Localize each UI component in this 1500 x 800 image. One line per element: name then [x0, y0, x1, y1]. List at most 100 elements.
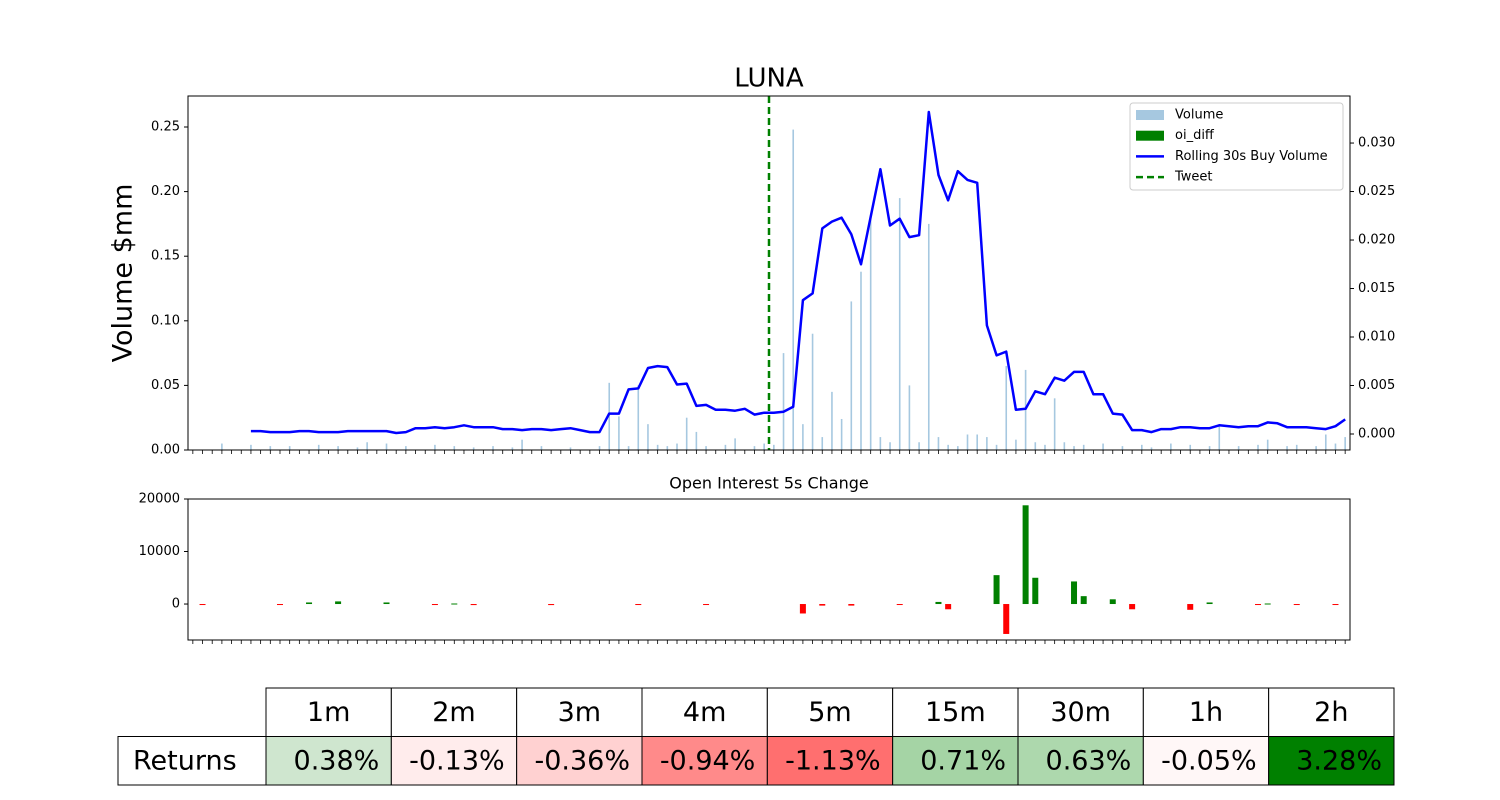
volume-bar [637, 385, 640, 450]
volume-bar [598, 446, 601, 450]
volume-bar [288, 446, 291, 450]
oi-bar [383, 602, 390, 605]
legend-label: Volume [1175, 108, 1223, 123]
volume-bar [869, 217, 872, 450]
volume-bar [1150, 447, 1153, 450]
volume-bar [521, 439, 523, 450]
volume-bar [511, 447, 514, 450]
y-axis-label: Volume $mm [108, 184, 139, 363]
volume-bar [898, 198, 901, 450]
volume-bar [1189, 444, 1192, 450]
volume-bar [1044, 444, 1046, 450]
oi-bar [896, 604, 903, 606]
volume-bar [356, 447, 359, 450]
volume-bar [1073, 446, 1075, 450]
volume-bar [405, 446, 407, 450]
return-cell [1142, 736, 1270, 786]
rolling-line [250, 110, 1346, 435]
oi-bar [703, 604, 710, 606]
volume-bar [802, 424, 804, 450]
oi-bar [335, 601, 342, 605]
y-tick-label: 10000 [139, 544, 180, 559]
volume-bar [1063, 442, 1066, 450]
table-header: 5m [808, 697, 851, 728]
table-header: 1h [1189, 697, 1223, 728]
volume-bar [937, 437, 940, 450]
oi-bar [1293, 604, 1300, 606]
volume-bar [1082, 444, 1085, 450]
y2-tick-label: 0.000 [1358, 426, 1395, 441]
volume-bar [908, 385, 911, 450]
volume-bar [647, 424, 649, 450]
volume-bar [734, 438, 736, 450]
y-tick-label: 0.25 [151, 120, 180, 135]
return-cell [766, 736, 894, 786]
oi-bar [935, 601, 942, 605]
volume-bar [1286, 446, 1288, 450]
oi-bar [945, 604, 952, 610]
volume-bar [995, 444, 998, 450]
volume-bar [773, 444, 775, 450]
volume-bar [453, 446, 456, 450]
y2-tick-label: 0.015 [1358, 281, 1395, 296]
oi-bar [431, 604, 438, 606]
oi-bar [1032, 577, 1039, 605]
volume-bar [918, 442, 920, 450]
y2-tick-label: 0.005 [1358, 378, 1395, 393]
volume-bar [366, 442, 368, 450]
table-header-cell [1268, 687, 1395, 737]
oi-bar [1255, 604, 1262, 606]
volume-bar [1121, 446, 1124, 450]
volume-bar [1266, 439, 1269, 450]
oi-bar [548, 604, 555, 606]
oi-bar [1187, 604, 1194, 610]
row-label: Returns [133, 745, 237, 776]
volume-bar [947, 444, 949, 450]
oi-bar [306, 602, 313, 605]
return-value: -0.94% [660, 745, 756, 776]
oi-bar [1003, 604, 1010, 634]
table-header: 15m [925, 697, 986, 728]
y-tick-label: 0.00 [151, 443, 180, 458]
legend-box [1129, 102, 1344, 191]
table-header-cell [766, 687, 894, 737]
volume-bar [1218, 424, 1221, 450]
oi-bar [1022, 505, 1029, 605]
return-cell [265, 736, 392, 786]
volume-bar [1102, 443, 1104, 450]
volume-bar [1005, 366, 1008, 450]
volume-bar [986, 437, 988, 450]
oi-bar [993, 575, 1000, 605]
volume-bar [1141, 444, 1143, 450]
y2-tick-label: 0.030 [1358, 136, 1395, 151]
return-value: -0.36% [534, 745, 630, 776]
volume-bar [1053, 398, 1056, 450]
plot-frame [187, 498, 1351, 641]
return-cell [641, 736, 768, 786]
volume-bar [966, 434, 969, 450]
volume-bar [889, 442, 891, 450]
volume-bar [666, 446, 669, 450]
legend-label: Tweet [1174, 170, 1213, 185]
table-header-cell [1017, 687, 1144, 737]
legend-swatch [1136, 130, 1164, 141]
table-header: 30m [1050, 697, 1111, 728]
volume-bar [540, 446, 543, 450]
return-cell [1268, 736, 1395, 786]
volume-bar [608, 382, 611, 450]
volume-bar [385, 443, 388, 450]
volume-bar [879, 437, 882, 450]
return-value: -0.05% [1161, 745, 1257, 776]
volume-bar [1344, 437, 1346, 450]
volume-bar [792, 129, 795, 450]
oi-bar [799, 604, 806, 614]
volume-bar [840, 418, 843, 450]
volume-bar [782, 353, 785, 450]
y-tick-label: 0.20 [151, 184, 180, 199]
volume-bar [685, 417, 688, 450]
volume-bar [753, 446, 756, 450]
return-value: -1.13% [785, 745, 881, 776]
y-tick-label: 0 [172, 597, 180, 612]
table-header: 1m [307, 697, 350, 728]
